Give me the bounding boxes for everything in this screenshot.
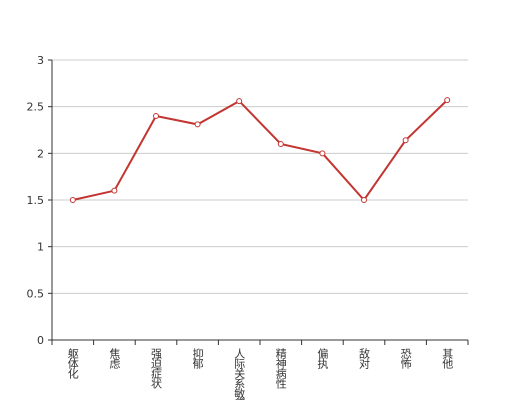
point — [153, 113, 159, 119]
x-tick-label: 其他 — [441, 348, 454, 369]
y-tick-label: 2.5 — [27, 101, 45, 114]
x-tick-label: 躯体化 — [66, 348, 79, 380]
point — [111, 187, 118, 194]
y-tick-label: 3 — [37, 54, 44, 67]
point — [402, 137, 409, 144]
y-tick-label: 0.5 — [27, 287, 45, 300]
y-tick-label: 1.5 — [27, 194, 45, 207]
line — [72, 99, 448, 202]
x-tick-label: 敌对 — [358, 347, 371, 369]
x-tick-label: 偏执 — [316, 347, 329, 370]
y-tick-label: 0 — [37, 334, 44, 347]
x-tick-label: 恐怖 — [399, 348, 412, 369]
x-tick-label: 抑郁 — [191, 347, 204, 369]
point — [444, 97, 451, 104]
y-tick-label: 1 — [37, 241, 44, 254]
x-tick-label: 焦虑 — [108, 348, 121, 369]
point — [236, 98, 243, 105]
point — [319, 150, 326, 157]
x-tick-label: 人际关系敏感 — [233, 348, 246, 400]
point — [361, 197, 367, 203]
x-tick-label: 强迫症状 — [150, 348, 163, 389]
y-tick-label: 2 — [37, 147, 44, 160]
point — [277, 141, 284, 147]
point — [69, 197, 76, 203]
point — [194, 121, 201, 128]
x-tick-label: 精神病性 — [274, 348, 287, 390]
